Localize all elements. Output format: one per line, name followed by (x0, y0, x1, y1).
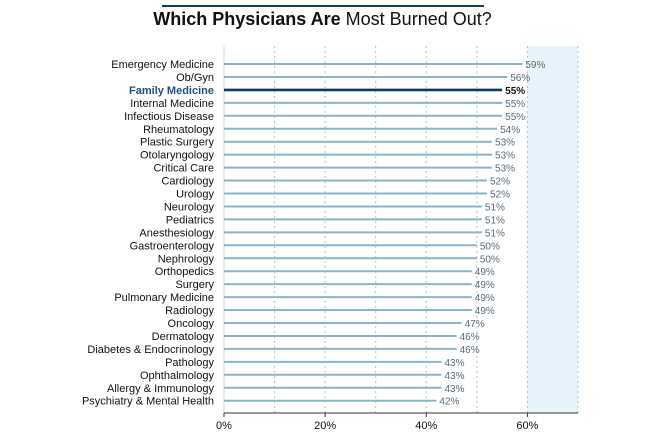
value-label: 53% (495, 164, 515, 175)
x-tick-label: 20% (314, 420, 336, 432)
value-label: 49% (475, 293, 495, 304)
category-label: Pathology (165, 357, 214, 369)
category-label: Surgery (175, 279, 214, 291)
category-label: Pediatrics (166, 214, 215, 226)
value-label: 49% (475, 306, 495, 317)
category-label: Psychiatry & Mental Health (82, 396, 214, 408)
chart-title: Which Physicians Are Most Burned Out? (0, 9, 645, 30)
value-label: 49% (475, 267, 495, 278)
title-rule (162, 5, 484, 7)
value-label: 51% (485, 202, 505, 213)
value-label: 49% (475, 280, 495, 291)
category-label: Internal Medicine (130, 98, 214, 110)
category-label: Anesthesiology (139, 227, 214, 239)
value-label: 42% (439, 397, 459, 408)
category-label: Pulmonary Medicine (114, 292, 214, 304)
value-label: 53% (495, 138, 515, 149)
category-label: Urology (176, 189, 214, 201)
category-label: Rheumatology (143, 124, 214, 136)
category-label: Nephrology (158, 253, 215, 265)
value-label: 55% (505, 99, 525, 110)
value-label: 52% (490, 190, 510, 201)
value-label: 50% (480, 254, 500, 265)
chart-title-regular: Most Burned Out? (345, 9, 492, 29)
category-label: Ophthalmology (140, 370, 214, 382)
x-tick-label: 40% (415, 420, 437, 432)
category-label: Emergency Medicine (111, 59, 214, 71)
value-label: 50% (480, 241, 500, 252)
value-label: 51% (485, 228, 505, 239)
category-label: Family Medicine (129, 85, 214, 97)
category-label: Oncology (168, 318, 215, 330)
value-label: 55% (505, 112, 525, 123)
value-label: 53% (495, 151, 515, 162)
category-label: Ob/Gyn (176, 72, 214, 84)
x-tick-label: 0% (216, 420, 232, 432)
value-label: 56% (510, 73, 530, 84)
value-label: 51% (485, 215, 505, 226)
category-label: Radiology (165, 305, 214, 317)
category-label: Dermatology (152, 331, 215, 343)
value-label: 46% (460, 332, 480, 343)
category-label: Neurology (164, 201, 215, 213)
value-label: 54% (500, 125, 520, 136)
x-tick-label: 60% (516, 420, 538, 432)
category-label: Plastic Surgery (140, 137, 214, 149)
category-label: Orthopedics (155, 266, 215, 278)
category-label: Infectious Disease (124, 111, 214, 123)
shaded-region (527, 46, 578, 413)
category-label: Critical Care (153, 163, 214, 175)
category-label: Cardiology (161, 176, 214, 188)
category-label: Allergy & Immunology (107, 383, 214, 395)
value-label: 43% (444, 358, 464, 369)
category-label: Gastroenterology (130, 240, 215, 252)
value-label: 47% (465, 319, 485, 330)
value-label: 43% (444, 371, 464, 382)
chart-title-bold: Which Physicians Are (153, 9, 341, 29)
value-label: 55% (505, 86, 525, 97)
value-label: 43% (444, 384, 464, 395)
category-label: Diabetes & Endocrinology (87, 344, 214, 356)
category-label: Otolaryngology (140, 150, 214, 162)
value-label: 46% (460, 345, 480, 356)
value-label: 59% (525, 60, 545, 71)
value-label: 52% (490, 177, 510, 188)
